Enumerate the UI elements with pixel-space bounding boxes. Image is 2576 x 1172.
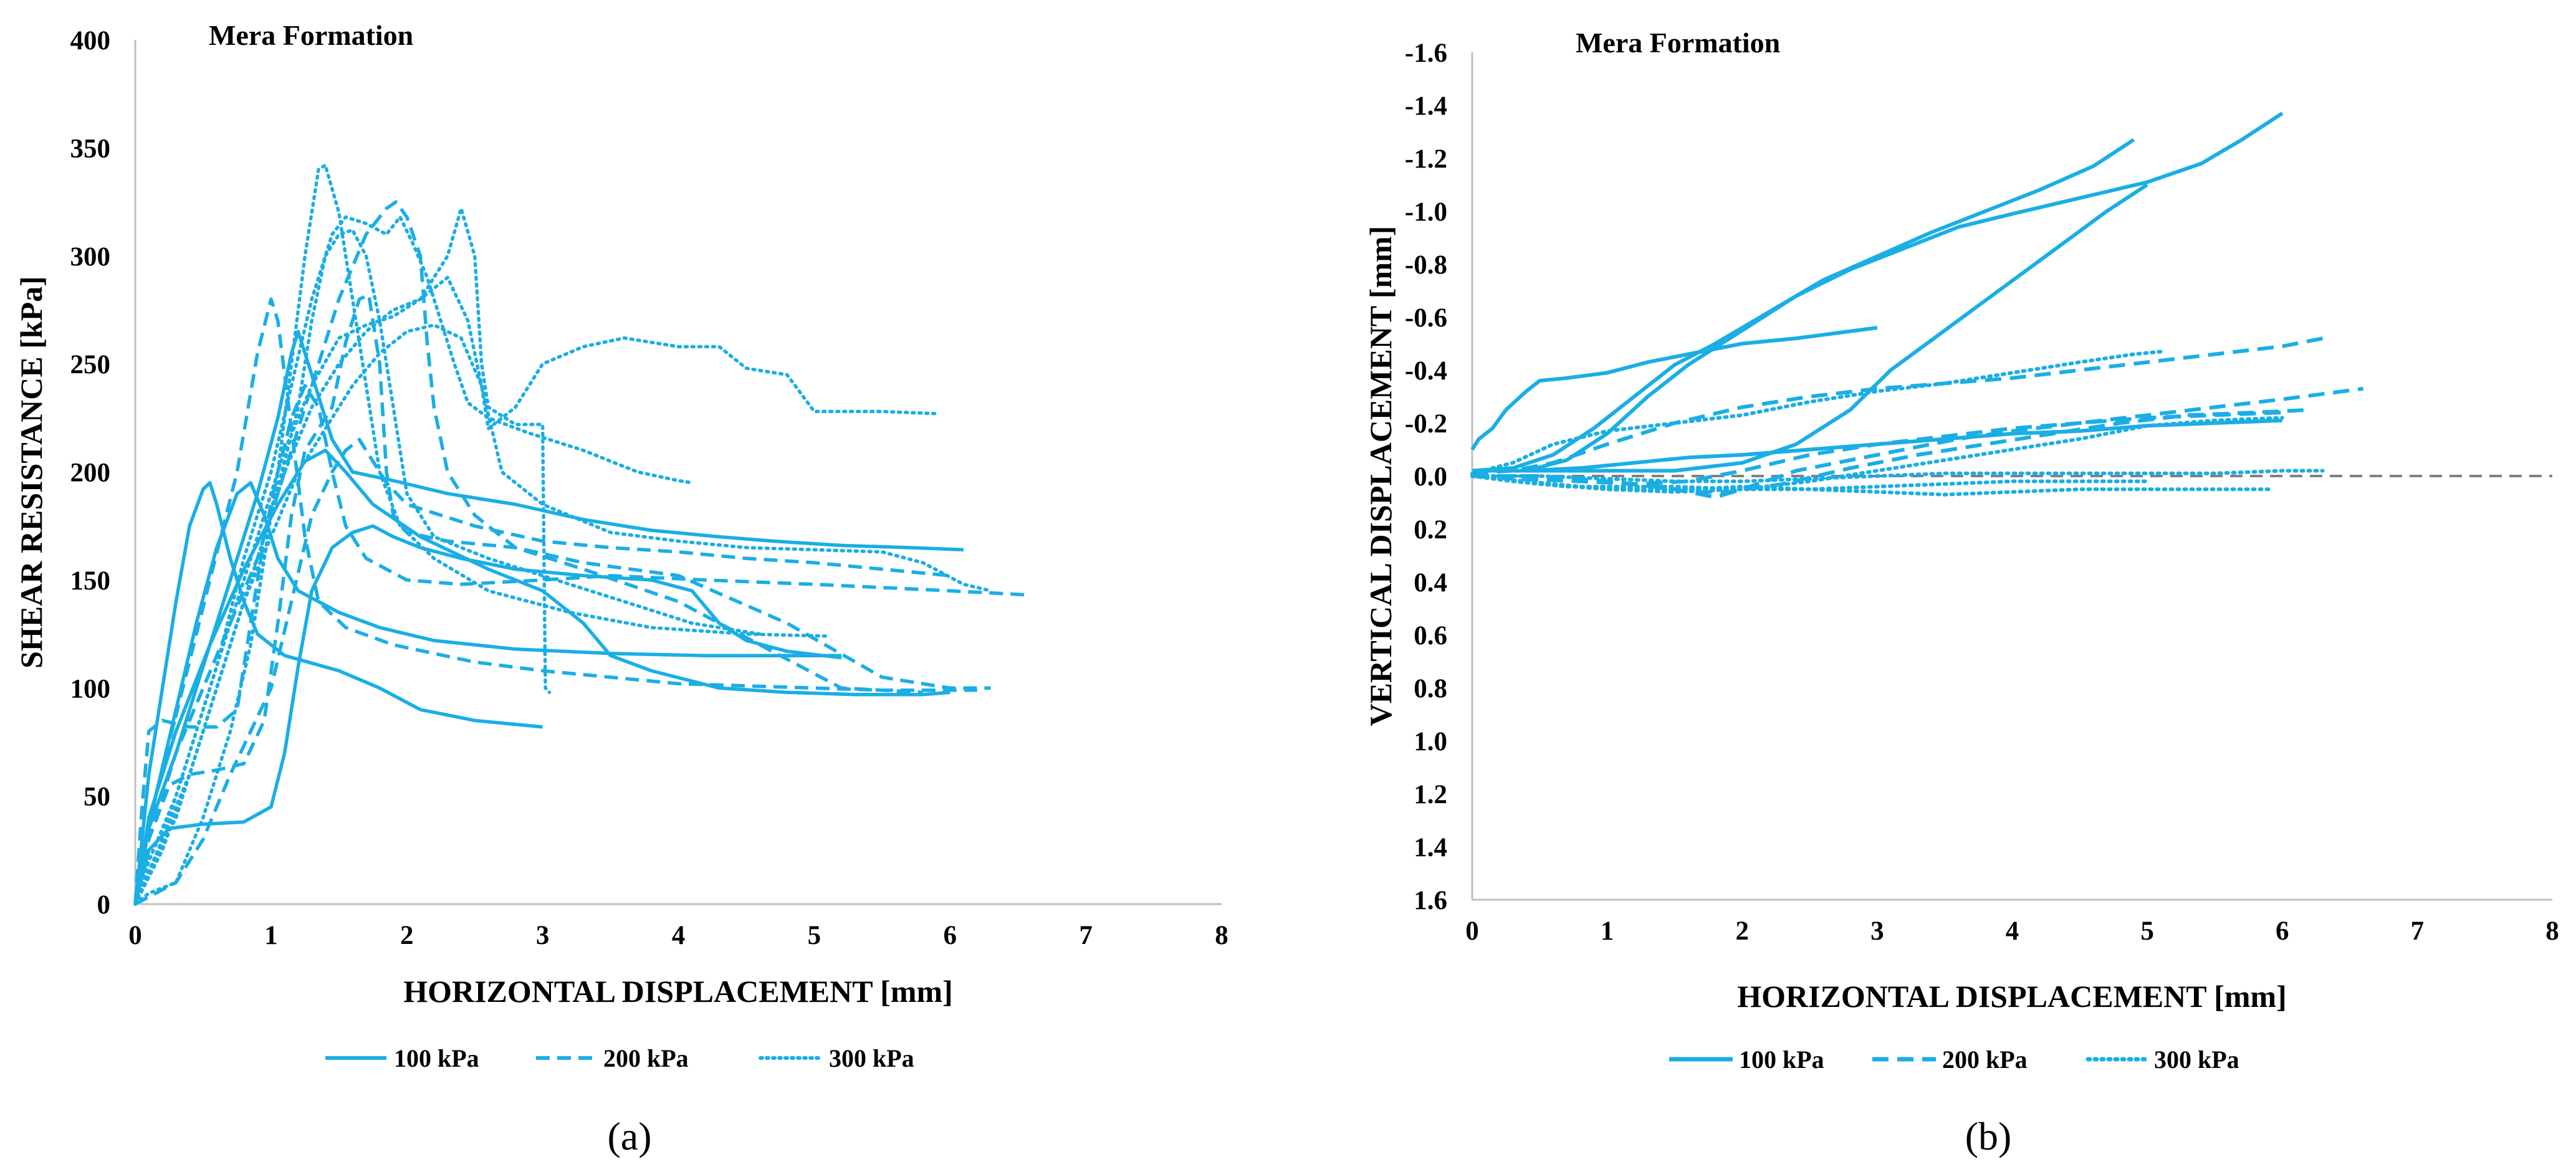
chart-b-y-tick-label: -1.0	[1405, 198, 1447, 227]
chart-b-x-tick-label: 0	[1465, 917, 1479, 946]
chart-a-x-tick-label: 6	[944, 921, 957, 950]
shear-resistance-chart: 0 50 100 150 200 250 300 350 400 0 1 2 3 4 5 6 7 8 Mera …	[14, 19, 1228, 1158]
chart-a-y-tick-label: 400	[70, 26, 111, 55]
chart-a-series-line-200-kpa-5	[133, 384, 1032, 905]
chart-a-x-tick-label: 0	[128, 921, 142, 950]
chart-a-y-tick-label: 300	[70, 242, 111, 272]
chart-a-caption: (a)	[607, 1114, 651, 1158]
chart-a-series-group	[133, 163, 1032, 906]
chart-a-x-tick-label: 7	[1079, 921, 1093, 950]
chart-b-y-tick-label: -0.2	[1405, 409, 1447, 439]
chart-b-x-tick-labels: 0 1 2 3 4 5 6 7 8	[1465, 917, 2559, 946]
chart-a-series-line-200-kpa-6	[133, 293, 991, 905]
chart-b-x-tick-label: 5	[2140, 917, 2154, 946]
chart-b-series-line-300-kpa-11	[1470, 469, 2325, 484]
chart-a-y-tick-label: 150	[70, 566, 111, 596]
chart-a-legend-label-100: 100 kPa	[394, 1044, 479, 1072]
chart-b-title: Mera Formation	[1576, 27, 1780, 59]
chart-a-series-line-200-kpa-9	[134, 437, 950, 906]
chart-b-y-tick-label: 1.0	[1414, 727, 1447, 756]
chart-b-series-line-100-kpa-0	[1470, 326, 1878, 451]
chart-a-series-line-300-kpa-15	[133, 275, 993, 906]
chart-b-y-tick-label: 0.0	[1414, 462, 1447, 492]
vertical-displacement-chart: -1.6 -1.4 -1.2 -1.0 -0.8 -0.6 -0.4 -0.2 0.0 0.2 0.…	[1363, 27, 2559, 1158]
chart-a-y-tick-label: 50	[84, 783, 110, 812]
chart-a-y-tick-label: 200	[70, 459, 111, 488]
chart-a-series-line-100-kpa-3	[133, 524, 842, 905]
chart-b-legend: 100 kPa 200 kPa 300 kPa	[1669, 1046, 2239, 1074]
chart-b-x-tick-label: 4	[2006, 917, 2019, 946]
chart-b-series-line-200-kpa-6	[1472, 386, 2364, 499]
chart-b-x-tick-label: 3	[1870, 917, 1884, 946]
chart-b-legend-label-100: 100 kPa	[1739, 1046, 1824, 1074]
chart-a-legend-label-200: 200 kPa	[603, 1044, 689, 1072]
chart-b-series-line-100-kpa-2	[1472, 112, 2284, 473]
chart-a-legend: 100 kPa 200 kPa 300 kPa	[325, 1044, 914, 1072]
chart-b-x-tick-label: 6	[2276, 917, 2289, 946]
chart-b-series-line-300-kpa-12	[1470, 416, 2284, 494]
chart-a-series-line-300-kpa-14	[133, 323, 939, 906]
chart-a-legend-label-300: 300 kPa	[829, 1044, 914, 1072]
chart-a-y-tick-label: 250	[70, 350, 111, 379]
chart-a-x-tick-label: 2	[400, 921, 414, 950]
chart-b-y-tick-label: 1.4	[1414, 833, 1447, 862]
chart-b-x-tick-label: 1	[1601, 917, 1614, 946]
chart-a-x-tick-labels: 0 1 2 3 4 5 6 7 8	[128, 921, 1228, 950]
chart-a-series-line-200-kpa-7	[133, 297, 977, 905]
chart-a-series-line-200-kpa-8	[133, 200, 923, 905]
chart-a-x-tick-label: 5	[808, 921, 821, 950]
chart-b-legend-label-300: 300 kPa	[2154, 1046, 2239, 1074]
chart-b-series-line-100-kpa-1	[1472, 138, 2135, 473]
chart-b-y-tick-label: 0.2	[1414, 515, 1447, 545]
chart-b-y-tick-label: -0.8	[1405, 250, 1447, 280]
chart-b-y-tick-label: 0.6	[1414, 621, 1447, 650]
chart-a-y-tick-label: 100	[70, 674, 111, 703]
chart-b-y-tick-labels: -1.6 -1.4 -1.2 -1.0 -0.8 -0.6 -0.4 -0.2 0.0 0.2 0.…	[1405, 39, 1447, 915]
chart-a-x-axis-title: HORIZONTAL DISPLACEMENT [mm]	[403, 974, 953, 1009]
chart-b-series-line-100-kpa-3	[1472, 183, 2148, 473]
chart-b-series-line-200-kpa-8	[1472, 411, 2282, 486]
chart-b-y-tick-label: 0.8	[1414, 674, 1447, 703]
chart-b-series-group	[1470, 112, 2364, 499]
chart-b-y-tick-label: 1.2	[1414, 780, 1447, 809]
chart-a-x-tick-label: 3	[536, 921, 550, 950]
chart-b-series-line-200-kpa-5	[1472, 336, 2324, 475]
chart-b-x-tick-label: 2	[1736, 917, 1750, 946]
chart-b-y-axis-title: VERTICAL DISPLACEMENT [mm]	[1363, 226, 1398, 727]
chart-b-y-tick-label: 0.4	[1414, 568, 1447, 598]
chart-a-x-tick-label: 1	[264, 921, 278, 950]
chart-b-series-line-300-kpa-13	[1470, 474, 2150, 492]
chart-a-x-tick-label: 4	[672, 921, 686, 950]
chart-b-y-tick-label: -1.6	[1405, 39, 1447, 68]
chart-b-series-line-100-kpa-4	[1472, 418, 2282, 473]
chart-b-x-axis-title: HORIZONTAL DISPLACEMENT [mm]	[1737, 979, 2287, 1014]
chart-b-series-line-300-kpa-9	[1470, 350, 2163, 475]
chart-a-series-line-300-kpa-10	[133, 163, 830, 906]
chart-a-x-tick-label: 8	[1215, 921, 1228, 950]
chart-b-y-tick-label: 1.6	[1414, 886, 1447, 915]
chart-a-y-tick-labels: 0 50 100 150 200 250 300 350 400	[70, 26, 111, 920]
chart-a-y-tick-label: 0	[97, 890, 111, 920]
chart-b-y-tick-label: -1.2	[1405, 145, 1447, 174]
chart-a-y-tick-label: 350	[70, 134, 111, 163]
chart-a-y-axis-title: SHEAR RESISTANCE [kPa]	[14, 276, 49, 669]
chart-b-x-tick-label: 7	[2411, 917, 2425, 946]
chart-b-caption: (b)	[1965, 1114, 2012, 1158]
chart-a-series-line-300-kpa-11	[133, 215, 694, 906]
chart-a-title: Mera Formation	[209, 19, 413, 51]
chart-b-y-tick-label: -0.6	[1405, 303, 1447, 333]
chart-a-series-line-100-kpa-2	[133, 330, 964, 905]
chart-a-series-line-300-kpa-13	[133, 206, 552, 906]
chart-b-x-tick-label: 8	[2545, 917, 2559, 946]
chart-b-y-tick-label: -0.4	[1405, 356, 1447, 386]
chart-b-legend-label-200: 200 kPa	[1942, 1046, 2028, 1074]
chart-b-y-tick-label: -1.4	[1405, 92, 1447, 121]
